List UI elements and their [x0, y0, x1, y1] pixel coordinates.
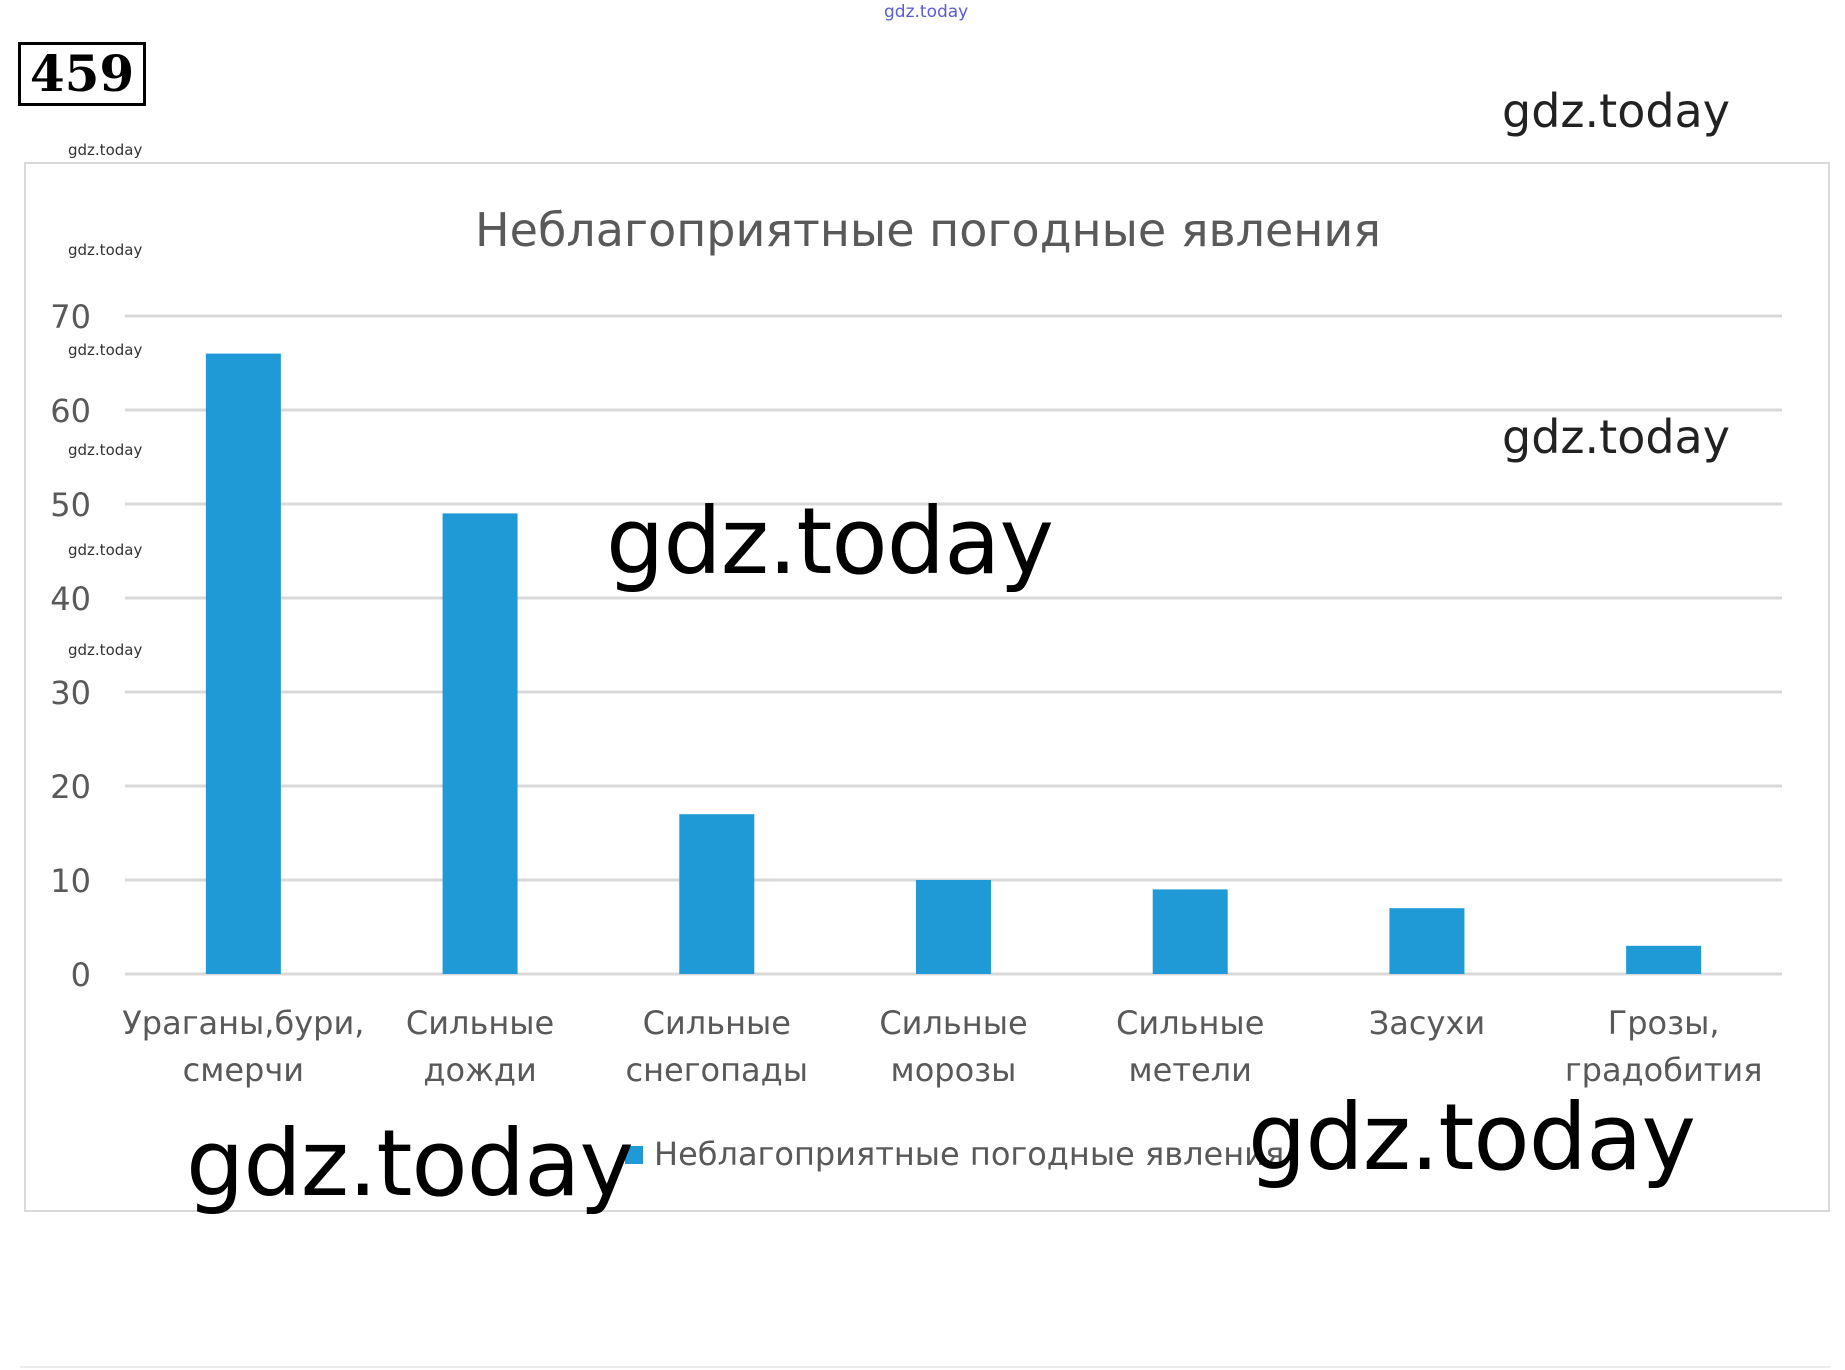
x-tick-label: Грозы, градобития: [1565, 1004, 1763, 1089]
watermark: gdz.today: [606, 488, 1054, 595]
y-tick-label: 40: [50, 580, 91, 618]
y-tick-label: 70: [50, 298, 91, 336]
bar: [679, 814, 755, 974]
y-tick-label: 30: [50, 674, 91, 712]
y-tick-label: 0: [71, 956, 91, 994]
x-tick-label: Сильные морозы: [879, 1004, 1027, 1089]
watermark: gdz.today: [68, 241, 143, 259]
y-tick-label: 20: [50, 768, 91, 806]
legend: Неблагоприятные погодные явления: [625, 1135, 1284, 1173]
y-tick-label: 10: [50, 862, 91, 900]
x-tick-label: Сильные снегопады: [626, 1004, 809, 1089]
watermark: gdz.today: [68, 641, 143, 659]
chart-frame: [24, 162, 1830, 1212]
y-tick-label: 50: [50, 486, 91, 524]
bars: [205, 353, 1702, 975]
bar: [1389, 908, 1465, 974]
watermark: gdz.today: [68, 141, 143, 159]
bar: [205, 353, 281, 975]
bar: [916, 880, 991, 974]
bar: [442, 513, 518, 974]
legend-label: Неблагоприятные погодные явления: [654, 1135, 1284, 1173]
x-tick-label: Засухи: [1369, 1004, 1485, 1042]
bar: [1152, 889, 1228, 974]
bar: [1626, 945, 1702, 974]
watermark: gdz.today: [68, 541, 143, 559]
watermark: gdz.today: [1502, 410, 1730, 464]
x-tick-label: Сильные метели: [1116, 1004, 1264, 1089]
x-axis-labels: Ураганы,бури, смерчи Сильные дожди Сильные сн…: [122, 1004, 1762, 1089]
watermark: gdz.today: [68, 441, 143, 459]
x-tick-label: Ураганы,бури, смерчи: [122, 1004, 364, 1089]
chart-title: Неблагоприятные погодные явления: [475, 203, 1381, 257]
watermark: gdz.today: [884, 2, 969, 22]
y-tick-label: 60: [50, 392, 91, 430]
x-tick-label: Сильные дожди: [406, 1004, 554, 1089]
divider: [20, 1366, 1830, 1368]
watermark: gdz.today: [186, 1110, 634, 1217]
problem-number: 459: [18, 42, 146, 106]
watermark: gdz.today: [1502, 84, 1730, 138]
y-axis-ticks: 0 10 20 30 40 50 60 70: [50, 298, 91, 994]
watermark: gdz.today: [68, 341, 143, 359]
legend-swatch: [625, 1146, 643, 1164]
watermark: gdz.today: [1248, 1084, 1696, 1191]
